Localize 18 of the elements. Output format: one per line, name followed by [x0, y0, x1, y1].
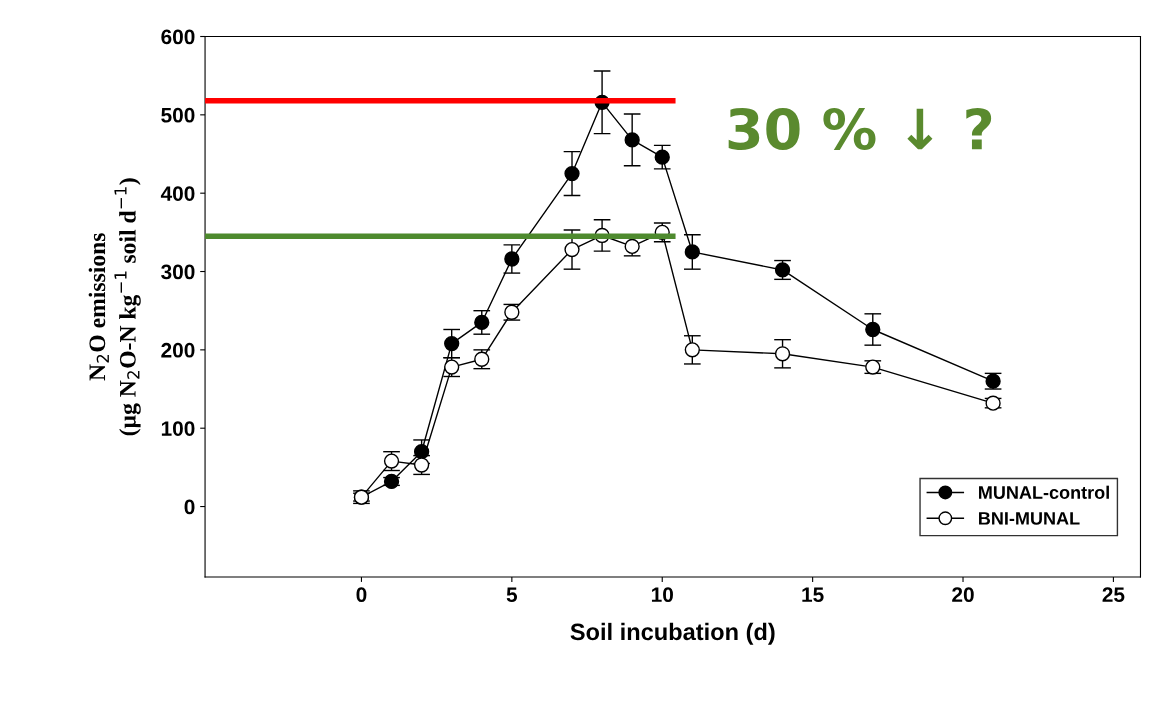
x-tick-label: 5: [506, 587, 518, 603]
y-tick-label: 300: [161, 264, 195, 280]
y-tick-label: 600: [161, 29, 195, 45]
x-axis-title: Soil incubation (d): [570, 622, 775, 645]
y-tick-label: 400: [160, 186, 195, 201]
x-tick-label: 10: [651, 587, 673, 603]
x-tick-label: 0: [356, 587, 367, 603]
y-tick-label: 100: [161, 421, 195, 436]
y-tick-label: 500: [161, 107, 195, 123]
x-tick-label: 20: [952, 587, 974, 603]
legend-label: MUNAL-control: [979, 485, 1109, 499]
x-tick-label: 25: [1102, 587, 1125, 603]
y-tick-label: 200: [161, 342, 195, 358]
annotation: 30 % ↓ ?: [728, 107, 992, 150]
y-tick-label: 0: [184, 499, 195, 515]
x-tick-label: 15: [802, 587, 824, 603]
text: N$_{2}$O emissions (µg N$_{2}$O-N kg$^{−1}$ soil d$^{−1}$): [88, 178, 141, 436]
legend-label: BNI-MUNAL: [979, 512, 1080, 525]
